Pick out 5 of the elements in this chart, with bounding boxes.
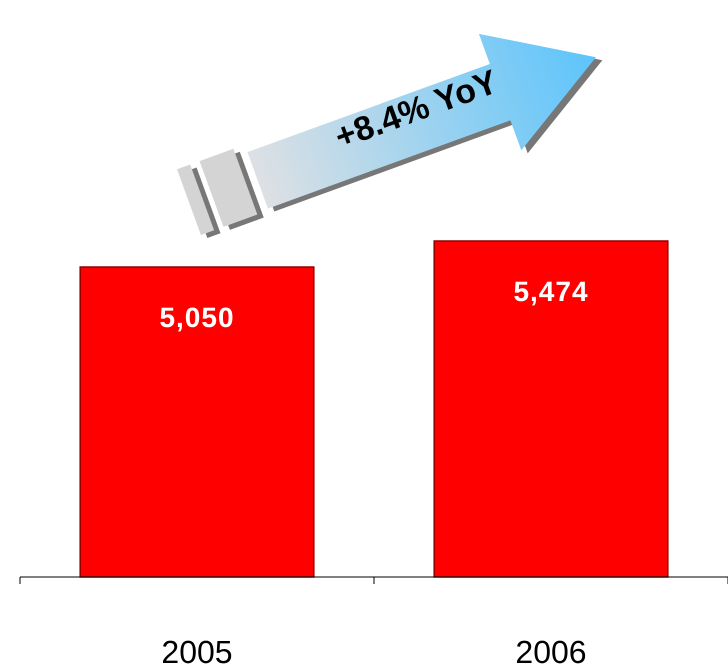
x-tick-label: 2005 <box>161 634 233 669</box>
data-label: 5,050 <box>159 302 235 334</box>
x-tick-label: 2006 <box>515 634 587 669</box>
data-label: 5,474 <box>513 276 589 307</box>
text: +8.4% YoY <box>330 62 503 157</box>
